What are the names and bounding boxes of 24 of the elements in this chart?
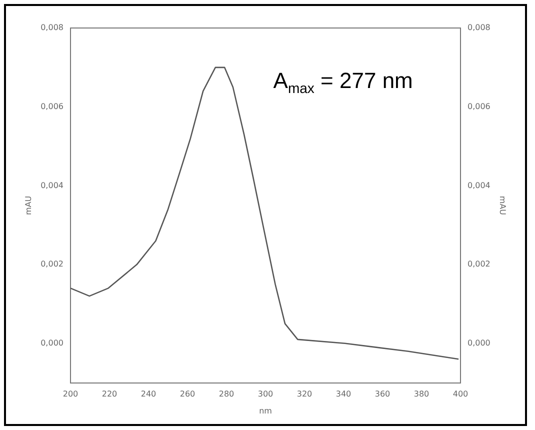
- x-tick-label: 280: [218, 390, 234, 399]
- x-tick-label: 320: [296, 390, 312, 399]
- y-tick-label: 0,008: [40, 23, 64, 32]
- x-tick-label: 380: [414, 390, 430, 399]
- x-tick-label: 300: [258, 390, 274, 399]
- y-axis-title: mAU: [24, 196, 33, 215]
- y2-tick-label: 0,006: [468, 102, 490, 111]
- x-tick-label: 240: [140, 390, 156, 399]
- y2-tick-label: 0,002: [468, 260, 490, 269]
- x-tick-label: 220: [102, 390, 118, 399]
- y2-axis-title: mAU: [498, 196, 508, 216]
- y-tick-label: 0,000: [40, 338, 64, 348]
- x-tick-label: 260: [180, 390, 196, 399]
- x-axis-title: nm: [259, 406, 272, 416]
- x-tick-label: 400: [452, 390, 468, 399]
- x-tick-label: 360: [374, 390, 390, 399]
- y-tick-label: 0,006: [40, 102, 64, 111]
- y-tick-label: 0,002: [40, 260, 64, 269]
- y-tick-label: 0,004: [40, 180, 64, 190]
- y2-tick-label: 0,004: [468, 180, 490, 190]
- y2-tick-label: 0,000: [468, 338, 490, 348]
- x-tick-label: 340: [336, 390, 352, 399]
- x-tick-label: 200: [62, 390, 78, 399]
- y2-tick-label: 0,008: [468, 23, 490, 32]
